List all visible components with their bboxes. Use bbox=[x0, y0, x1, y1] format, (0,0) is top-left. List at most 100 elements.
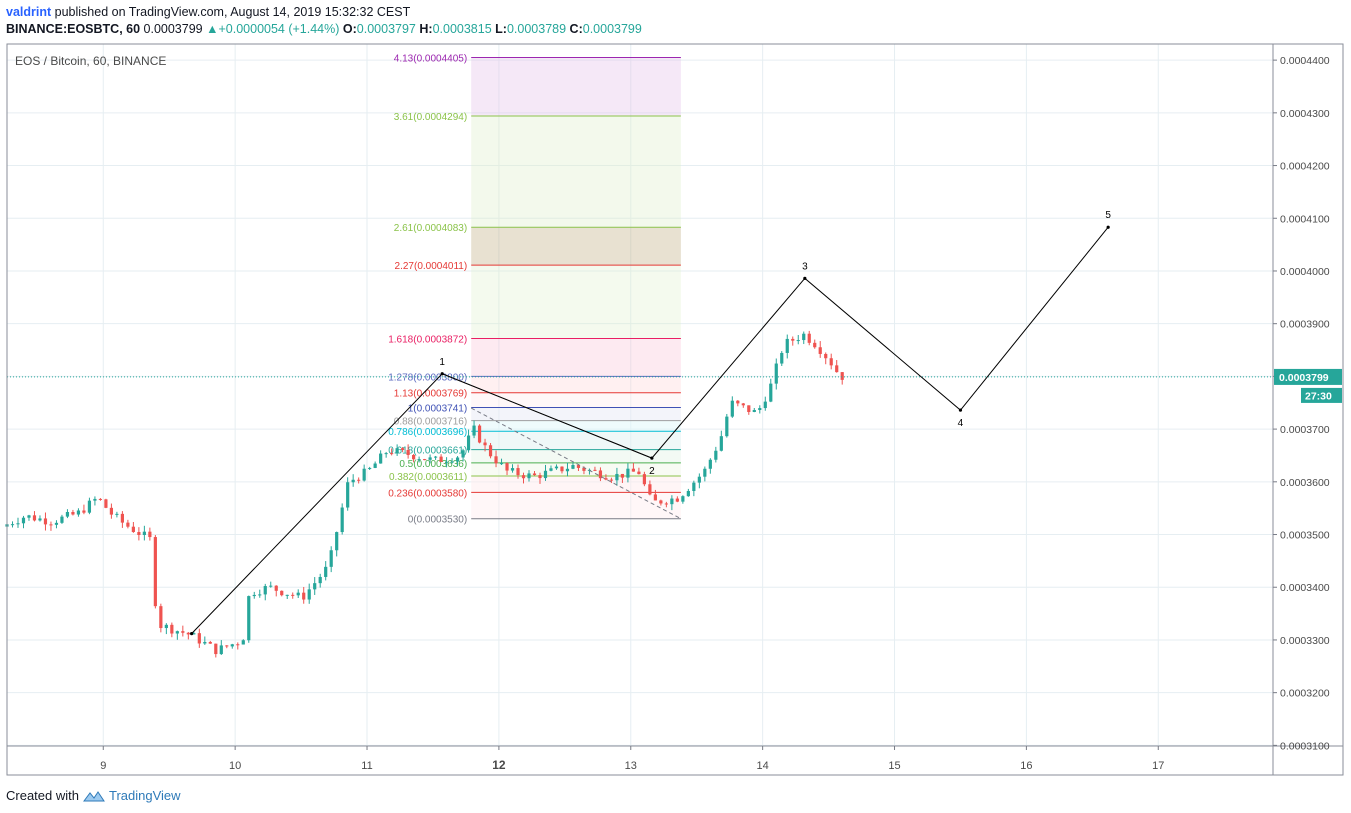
candle-up bbox=[780, 352, 784, 364]
candle-up bbox=[626, 468, 630, 478]
open-label: O: bbox=[342, 22, 357, 36]
fib-extension-tool[interactable]: 4.13(0.0004405) 3.61(0.0004294) 2.61(0.000… bbox=[388, 53, 681, 526]
wave-point bbox=[440, 372, 444, 376]
fib-level-label: 2.61(0.0004083) bbox=[394, 223, 467, 234]
fib-band bbox=[471, 449, 681, 463]
candle-up bbox=[142, 531, 146, 535]
candle-up bbox=[417, 459, 421, 461]
candle-up bbox=[769, 383, 773, 402]
close-value: 0.0003799 bbox=[582, 22, 642, 36]
candle-down bbox=[807, 333, 811, 343]
candle-up bbox=[368, 467, 372, 469]
trend-line bbox=[470, 407, 682, 520]
candle-down bbox=[181, 631, 185, 633]
candle-up bbox=[796, 340, 800, 342]
candle-down bbox=[98, 498, 103, 500]
y-tick-label: 0.0004000 bbox=[1280, 266, 1330, 278]
current-price-badge bbox=[1274, 368, 1342, 385]
fib-level-label: 1(0.0003741) bbox=[408, 403, 468, 414]
candle-up bbox=[351, 479, 355, 483]
candle-down bbox=[741, 403, 745, 406]
y-tick-label: 0.0004100 bbox=[1280, 213, 1330, 225]
x-tick-label: 11 bbox=[361, 760, 372, 772]
candle-down bbox=[659, 500, 663, 504]
candle-up bbox=[752, 410, 756, 413]
fib-level-label: 0.236(0.0003580) bbox=[388, 488, 467, 499]
candle-up bbox=[450, 461, 454, 463]
y-tick-label: 0.0003500 bbox=[1280, 530, 1330, 542]
y-tick-label: 0.0003100 bbox=[1280, 740, 1330, 752]
candle-up bbox=[318, 576, 322, 584]
candles bbox=[5, 330, 844, 658]
candle-up bbox=[296, 592, 300, 596]
candle-down bbox=[71, 511, 75, 515]
candle-up bbox=[725, 416, 729, 437]
tradingview-brand[interactable]: TradingView bbox=[108, 788, 181, 803]
candle-up bbox=[241, 640, 245, 645]
candle-up bbox=[307, 589, 311, 600]
candle-up bbox=[510, 468, 515, 471]
candle-up bbox=[54, 522, 59, 525]
candle-down bbox=[153, 537, 157, 607]
candle-down bbox=[824, 353, 828, 359]
fib-level-label: 0.5(0.0003636) bbox=[399, 459, 467, 470]
axes: 0.0003100 0.0003200 0.0003300 0.0003400 0.00… bbox=[100, 55, 1342, 772]
fib-level-label: 0.786(0.0003696) bbox=[388, 427, 467, 438]
candle-up bbox=[203, 641, 207, 644]
fib-band bbox=[471, 338, 681, 377]
fib-level-label: 3.61(0.0004294) bbox=[394, 112, 467, 123]
candle-up bbox=[686, 490, 690, 497]
current-price-label: 0.0003799 bbox=[1279, 372, 1329, 384]
fib-level-label: 1.618(0.0003872) bbox=[388, 334, 467, 345]
candle-down bbox=[186, 632, 190, 635]
candle-down bbox=[401, 448, 405, 450]
candle-up bbox=[472, 425, 476, 436]
candle-down bbox=[423, 459, 427, 461]
candle-up bbox=[346, 482, 350, 508]
candle-down bbox=[104, 499, 108, 508]
x-tick-label: 14 bbox=[757, 760, 769, 772]
candle-up bbox=[571, 465, 575, 469]
countdown-label: 27:30 bbox=[1305, 390, 1332, 402]
high-label: H: bbox=[419, 22, 433, 36]
x-tick-label: 13 bbox=[625, 760, 637, 772]
fib-band bbox=[471, 376, 681, 393]
x-tick-label: 12 bbox=[492, 758, 506, 772]
y-tick-label: 0.0003400 bbox=[1280, 582, 1330, 594]
candle-up bbox=[444, 461, 449, 463]
candle-up bbox=[466, 435, 471, 451]
tradingview-logo-icon bbox=[82, 790, 105, 801]
candle-down bbox=[197, 633, 201, 644]
fib-band bbox=[471, 407, 681, 421]
candle-up bbox=[247, 596, 251, 641]
candle-down bbox=[620, 473, 625, 478]
candle-up bbox=[703, 468, 707, 477]
candle-up bbox=[230, 644, 234, 647]
candle-down bbox=[274, 585, 278, 591]
fib-band bbox=[471, 265, 681, 339]
candle-down bbox=[483, 442, 487, 446]
y-tick-label: 0.0003900 bbox=[1280, 319, 1330, 331]
elliott-wave-drawing[interactable]: 1 2 3 4 5 bbox=[7, 210, 1273, 636]
candle-down bbox=[505, 463, 509, 471]
candle-down bbox=[280, 590, 284, 596]
candle-down bbox=[818, 347, 822, 354]
candle-up bbox=[565, 468, 570, 472]
candle-up bbox=[384, 453, 388, 455]
candle-up bbox=[285, 594, 289, 596]
ohlc-line: BINANCE:EOSBTC, 60 0.0003799 ▲+0.0000054… bbox=[6, 22, 642, 36]
author-name[interactable]: valdrint bbox=[6, 5, 52, 19]
candle-down bbox=[390, 453, 394, 455]
wave-label: 2 bbox=[649, 466, 655, 477]
candle-down bbox=[736, 400, 740, 404]
candle-down bbox=[494, 456, 498, 464]
candle-up bbox=[455, 457, 460, 462]
candle-up bbox=[543, 470, 548, 479]
candle-up bbox=[379, 453, 383, 464]
candle-down bbox=[477, 425, 482, 443]
candle-up bbox=[763, 401, 767, 409]
candle-up bbox=[802, 333, 806, 341]
y-tick-label: 0.0003700 bbox=[1280, 424, 1330, 436]
created-with-text: Created with bbox=[6, 788, 79, 803]
